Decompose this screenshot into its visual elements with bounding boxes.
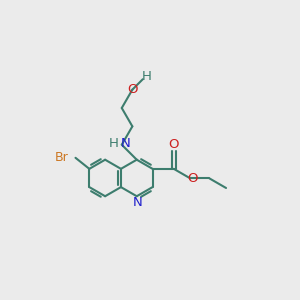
Text: O: O bbox=[169, 138, 179, 151]
Text: Br: Br bbox=[55, 151, 69, 164]
Text: O: O bbox=[127, 83, 138, 96]
Text: H: H bbox=[141, 70, 151, 83]
Text: N: N bbox=[133, 196, 142, 209]
Text: H: H bbox=[109, 137, 118, 150]
Text: N: N bbox=[120, 137, 130, 150]
Text: O: O bbox=[187, 172, 198, 185]
